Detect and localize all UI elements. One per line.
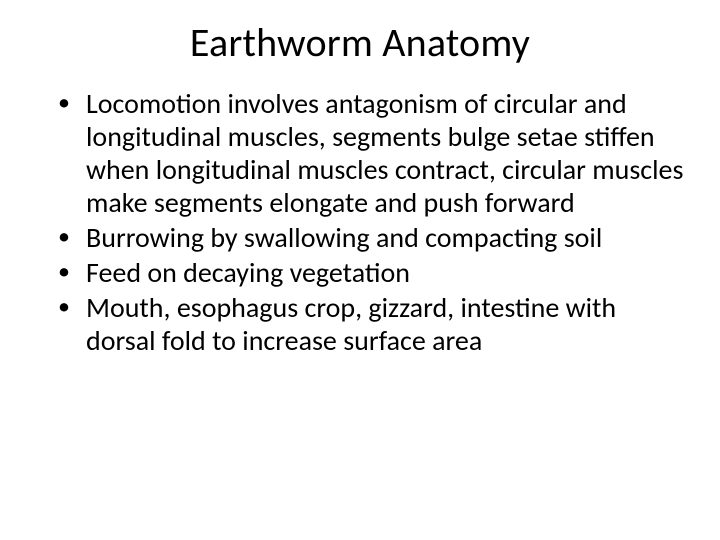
bullet-list: Locomotion involves antagonism of circul… xyxy=(30,87,690,357)
list-item: Feed on decaying vegetation xyxy=(86,256,690,289)
list-item: Locomotion involves antagonism of circul… xyxy=(86,87,690,219)
slide-title: Earthworm Anatomy xyxy=(30,18,690,67)
list-item: Mouth, esophagus crop, gizzard, intestin… xyxy=(86,291,690,357)
list-item: Burrowing by swallowing and compacting s… xyxy=(86,221,690,254)
slide-container: Earthworm Anatomy Locomotion involves an… xyxy=(0,0,720,540)
